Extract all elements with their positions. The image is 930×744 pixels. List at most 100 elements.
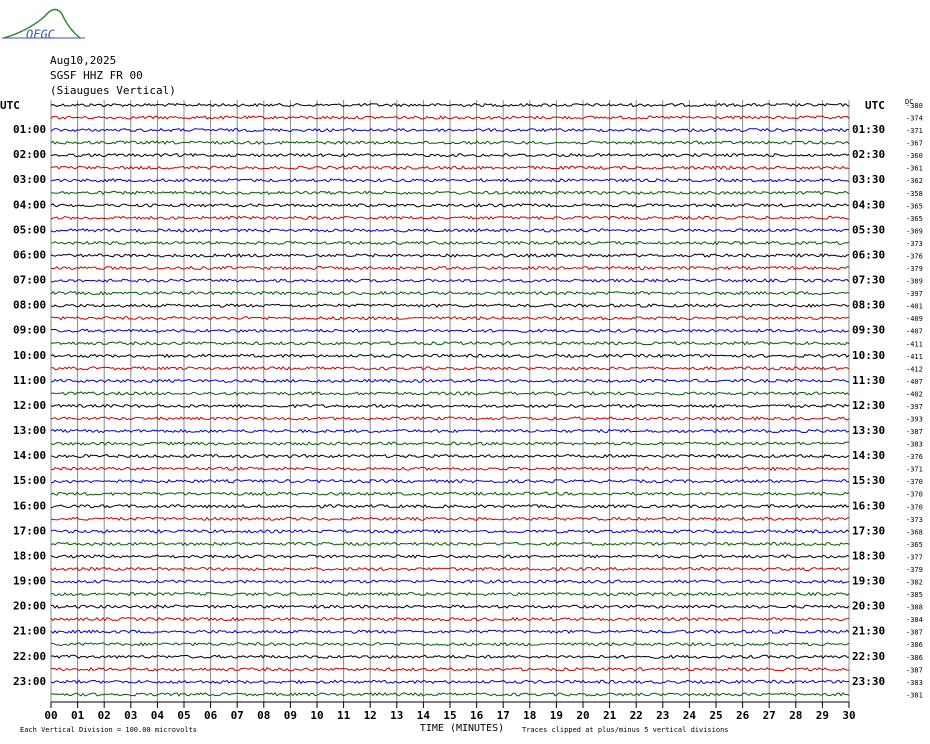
dc-offset: -371: [906, 127, 923, 135]
left-time-label: 07:00: [13, 274, 46, 287]
left-time-label: 22:00: [13, 650, 46, 663]
x-tick-label: 07: [231, 709, 244, 722]
dc-offset: -383: [906, 441, 923, 449]
trace: [50, 177, 850, 183]
right-time-label: 19:30: [852, 575, 885, 588]
right-time-label: 22:30: [852, 650, 885, 663]
x-tick-label: 04: [151, 709, 165, 722]
trace: [50, 516, 850, 522]
clip-note: Traces clipped at plus/minus 5 vertical …: [522, 726, 729, 734]
trace: [50, 692, 850, 697]
dc-offset: -393: [906, 416, 923, 424]
trace: [50, 127, 850, 133]
dc-offset: -376: [906, 453, 923, 461]
header-location: (Siaugues Vertical): [50, 84, 176, 97]
trace: [50, 190, 850, 195]
x-tick-label: 20: [576, 709, 589, 722]
x-tick-label: 16: [470, 709, 484, 722]
trace: [50, 290, 850, 296]
dc-offset: -389: [906, 278, 923, 286]
left-time-label: 14:00: [13, 449, 46, 462]
trace: [50, 278, 850, 283]
left-time-label: 10:00: [13, 349, 46, 362]
dc-offset: -365: [906, 541, 923, 549]
x-tick-label: 08: [257, 709, 270, 722]
x-tick-label: 18: [523, 709, 536, 722]
dc-offset: -407: [906, 328, 923, 336]
right-time-label: 03:30: [852, 173, 885, 186]
trace: [50, 165, 850, 171]
dc-offset: -401: [906, 303, 923, 311]
left-time-label: 01:00: [13, 123, 46, 136]
dc-offset: -387: [906, 666, 923, 674]
x-tick-label: 22: [630, 709, 643, 722]
right-time-label: 14:30: [852, 449, 885, 462]
logo-shape: [3, 8, 81, 39]
left-time-label: 20:00: [13, 600, 46, 613]
x-tick-label: 23: [656, 709, 669, 722]
trace: [51, 478, 850, 484]
left-time-label: 08:00: [13, 299, 46, 312]
right-time-label: 04:30: [852, 198, 885, 211]
right-time-label: 20:30: [852, 600, 885, 613]
trace: [50, 140, 850, 145]
trace: [50, 666, 850, 672]
dc-offset: -377: [906, 553, 923, 561]
x-tick-label: 02: [98, 709, 111, 722]
dc-offset: -397: [906, 290, 923, 298]
x-tick-label: 12: [364, 709, 377, 722]
trace: [50, 416, 850, 421]
right-time-label: 12:30: [852, 399, 885, 412]
dc-offset: -379: [906, 265, 923, 273]
trace: [50, 428, 850, 434]
right-time-label: 15:30: [852, 474, 885, 487]
dc-offset: -387: [906, 629, 923, 637]
dc-offset: -381: [906, 691, 923, 699]
x-tick-label: 29: [816, 709, 829, 722]
x-tick-label: 05: [177, 709, 190, 722]
x-tick-label: 14: [417, 709, 431, 722]
left-time-label: 03:00: [13, 173, 46, 186]
dc-offset: -379: [906, 566, 923, 574]
logo-text: OFGC: [26, 28, 56, 42]
trace: [50, 403, 850, 409]
x-tick-label: 21: [603, 709, 617, 722]
left-time-label: 13:00: [13, 424, 46, 437]
left-time-label: 17:00: [13, 524, 46, 537]
trace: [50, 554, 850, 559]
left-time-label: 18:00: [13, 549, 46, 562]
right-time-label: 18:30: [852, 549, 885, 562]
left-time-label: 02:00: [13, 148, 46, 161]
dc-offset: -365: [906, 202, 923, 210]
trace: [50, 215, 850, 221]
dc-offset: -412: [906, 365, 923, 373]
trace: [50, 491, 850, 497]
trace: [50, 453, 850, 459]
left-time-label: 19:00: [13, 575, 46, 588]
right-time-label: 21:30: [852, 625, 885, 638]
dc-offset: -383: [906, 679, 923, 687]
trace: [50, 679, 850, 685]
right-time-label: 02:30: [852, 148, 885, 161]
dc-offset: -373: [906, 240, 923, 248]
left-time-label: 12:00: [13, 399, 46, 412]
dc-offset: -365: [906, 215, 923, 223]
trace: [50, 315, 850, 321]
trace: [50, 441, 850, 446]
x-tick-label: 15: [443, 709, 456, 722]
dc-offset: -370: [906, 478, 923, 486]
dc-offset: -402: [906, 390, 923, 398]
dc-offset: -386: [906, 654, 923, 662]
scale-note: Each Vertical Division = 100.00 microvol…: [20, 726, 197, 734]
x-tick-label: 24: [683, 709, 697, 722]
dc-offset: -411: [906, 353, 923, 361]
trace: [50, 541, 850, 547]
dc-offset: -370: [906, 503, 923, 511]
left-time-label: 05:00: [13, 223, 46, 236]
dc-offset: -373: [906, 516, 923, 524]
dc-offset: -361: [906, 165, 923, 173]
axis-title: TIME (MINUTES): [420, 723, 504, 734]
x-tick-label: 09: [284, 709, 297, 722]
right-time-label: 23:30: [852, 675, 885, 688]
